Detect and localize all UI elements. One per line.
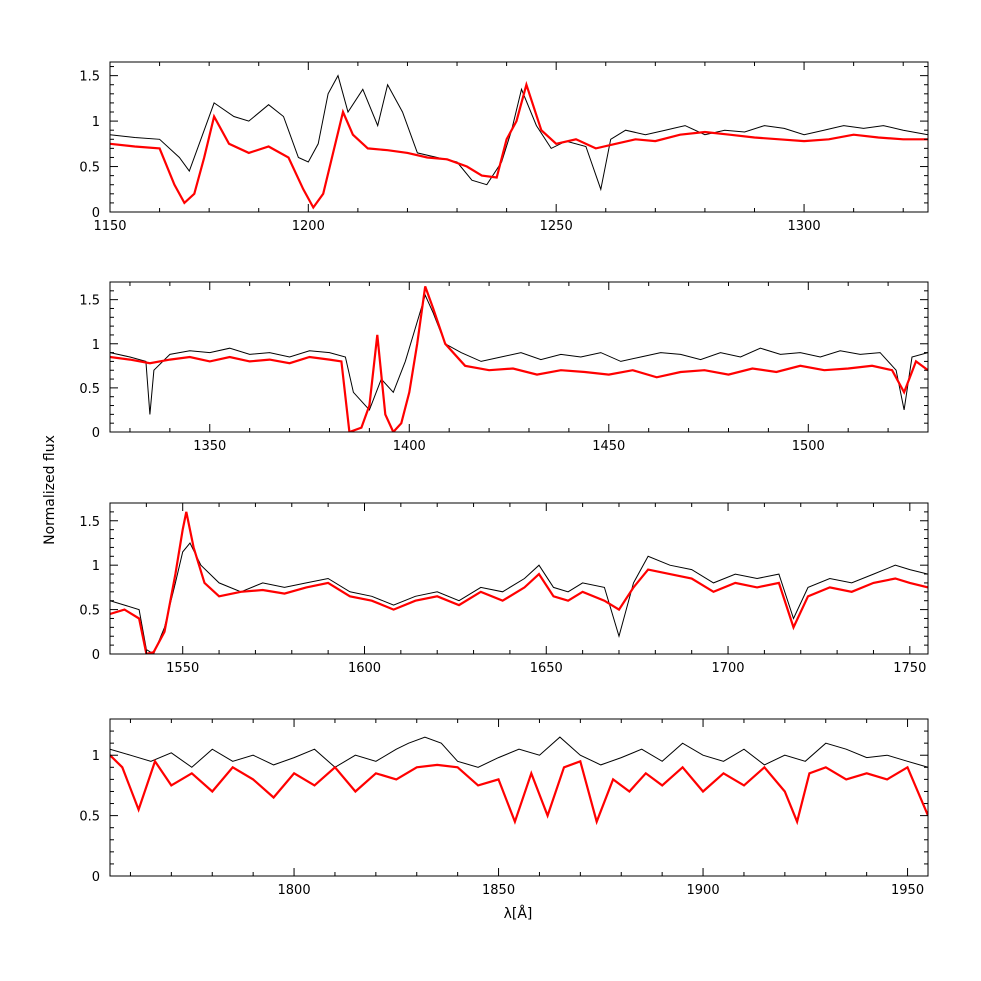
x-tick-label: 1450 xyxy=(592,439,625,454)
observed-spectrum-line xyxy=(110,293,928,415)
y-tick-label: 0 xyxy=(92,648,100,663)
x-tick-label: 1200 xyxy=(292,219,325,234)
y-tick-label: 0 xyxy=(92,870,100,885)
y-tick-label: 0 xyxy=(92,206,100,221)
x-tick-label: 1650 xyxy=(530,661,563,676)
x-tick-label: 1850 xyxy=(482,883,515,898)
model-spectrum-line xyxy=(110,286,928,432)
x-tick-label: 1250 xyxy=(540,219,573,234)
x-tick-label: 1400 xyxy=(393,439,426,454)
observed-spectrum-line xyxy=(110,542,928,654)
y-axis-title: Normalized flux xyxy=(42,435,58,545)
y-tick-label: 1 xyxy=(92,749,100,764)
x-tick-label: 1550 xyxy=(166,661,199,676)
panel-frame xyxy=(109,281,929,433)
panels-group: 1150 1200 1250 1300 0 0.5 1 1.5 1350 1400 1450 1500… xyxy=(79,61,929,898)
model-spectrum-line xyxy=(110,511,928,654)
panel-2-series xyxy=(110,286,928,432)
panel-3: 1550 1600 1650 1700 1750 0 0.5 1 1.5 xyxy=(79,502,929,676)
x-tick-label: 1800 xyxy=(278,883,311,898)
x-tick-label: 1900 xyxy=(687,883,720,898)
observed-spectrum-line xyxy=(110,736,928,768)
y-tick-label: 1 xyxy=(92,338,100,353)
x-tick-label: 1500 xyxy=(792,439,825,454)
y-tick-label: 1.5 xyxy=(79,294,100,309)
y-tick-label: 0.5 xyxy=(79,161,100,176)
panel-4: 1800 1850 1900 1950 0 0.5 1 xyxy=(79,718,929,898)
x-axis-title: λ[Å] xyxy=(504,905,533,922)
x-tick-label: 1150 xyxy=(93,219,126,234)
panel-frame xyxy=(109,61,929,213)
y-tick-label: 1.5 xyxy=(79,515,100,530)
y-tick-label: 0.5 xyxy=(79,810,100,825)
y-tick-label: 1 xyxy=(92,115,100,130)
model-spectrum-line xyxy=(110,754,928,826)
x-tick-label: 1300 xyxy=(788,219,821,234)
panel-1: 1150 1200 1250 1300 0 0.5 1 1.5 xyxy=(79,61,929,234)
panel-2: 1350 1400 1450 1500 0 0.5 1 1.5 xyxy=(79,281,929,454)
y-tick-label: 1.5 xyxy=(79,70,100,85)
panel-3-series xyxy=(110,511,928,654)
model-spectrum-line xyxy=(110,80,928,210)
panel-frame xyxy=(109,718,929,877)
y-tick-label: 0.5 xyxy=(79,604,100,619)
x-tick-label: 1750 xyxy=(893,661,926,676)
panel-frame xyxy=(109,502,929,655)
x-tick-label: 1950 xyxy=(891,883,924,898)
observed-spectrum-line xyxy=(110,74,928,192)
y-tick-label: 1 xyxy=(92,559,100,574)
y-tick-label: 0.5 xyxy=(79,382,100,397)
panel-4-series xyxy=(110,736,928,826)
panel-1-series xyxy=(110,74,928,210)
x-tick-label: 1700 xyxy=(711,661,744,676)
x-tick-label: 1600 xyxy=(348,661,381,676)
x-tick-label: 1350 xyxy=(193,439,226,454)
y-tick-label: 0 xyxy=(92,426,100,441)
